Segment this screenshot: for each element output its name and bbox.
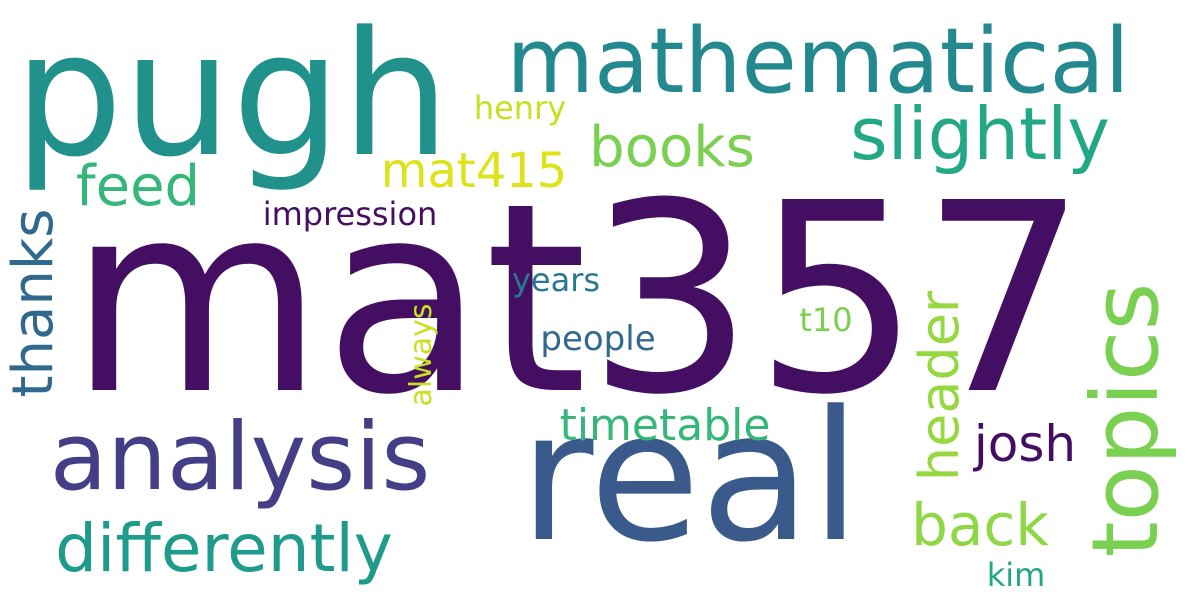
word-differently: differently: [55, 510, 393, 587]
word-feed: feed: [75, 154, 201, 219]
word-mat415: mat415: [380, 143, 568, 199]
word-people: people: [540, 319, 656, 359]
word-timetable: timetable: [559, 400, 771, 451]
word-thanks: thanks: [1, 208, 66, 398]
word-slightly: slightly: [850, 92, 1110, 176]
word-header: header: [908, 290, 971, 482]
word-back: back: [911, 491, 1049, 559]
word-always: always: [404, 303, 439, 407]
word-mathematical: mathematical: [506, 9, 1130, 114]
word-henry: henry: [473, 89, 567, 127]
word-josh: josh: [973, 415, 1077, 473]
word-years: years: [511, 261, 601, 299]
word-books: books: [589, 115, 755, 180]
word-topics: topics: [1072, 282, 1179, 558]
word-kim: kim: [986, 556, 1046, 594]
word-pugh: pugh: [13, 0, 451, 195]
word-t10: t10: [799, 301, 853, 339]
word-analysis: analysis: [49, 403, 431, 512]
word-real: real: [519, 373, 861, 582]
word-impression: impression: [262, 195, 438, 233]
word-mat357: mat357: [68, 147, 1088, 452]
